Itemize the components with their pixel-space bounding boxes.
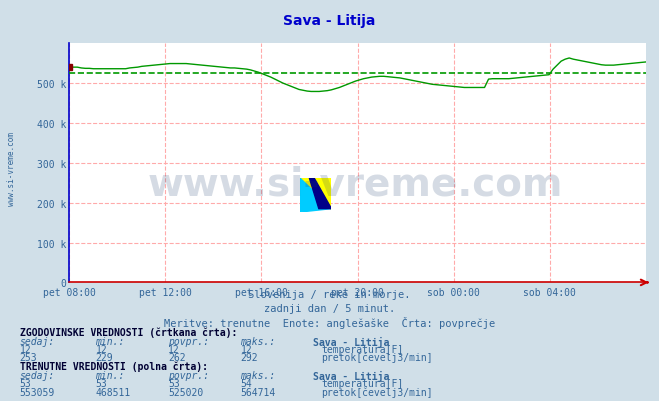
Text: sedaj:: sedaj:	[20, 370, 55, 380]
Text: Slovenija / reke in morje.: Slovenija / reke in morje.	[248, 290, 411, 300]
Text: 12: 12	[241, 344, 252, 354]
Text: temperatura[F]: temperatura[F]	[321, 378, 403, 388]
Text: min.:: min.:	[96, 336, 125, 346]
Text: povpr.:: povpr.:	[168, 370, 209, 380]
Text: Sava - Litija: Sava - Litija	[283, 14, 376, 28]
Text: ZGODOVINSKE VREDNOSTI (črtkana črta):: ZGODOVINSKE VREDNOSTI (črtkana črta):	[20, 327, 237, 337]
Polygon shape	[309, 178, 331, 209]
Text: www.si-vreme.com: www.si-vreme.com	[7, 132, 16, 205]
Text: 229: 229	[96, 352, 113, 362]
Polygon shape	[300, 178, 331, 213]
Text: povpr.:: povpr.:	[168, 336, 209, 346]
Text: 262: 262	[168, 352, 186, 362]
Text: 292: 292	[241, 352, 258, 362]
Text: 553059: 553059	[20, 387, 55, 397]
Text: maks.:: maks.:	[241, 370, 275, 380]
Text: pretok[čevelj3/min]: pretok[čevelj3/min]	[321, 352, 432, 363]
Text: Sava - Litija: Sava - Litija	[313, 336, 389, 347]
Text: 12: 12	[20, 344, 32, 354]
Text: 525020: 525020	[168, 387, 203, 397]
Text: 53: 53	[20, 378, 32, 388]
Text: Sava - Litija: Sava - Litija	[313, 370, 389, 381]
Text: pretok[čevelj3/min]: pretok[čevelj3/min]	[321, 387, 432, 397]
Text: temperatura[F]: temperatura[F]	[321, 344, 403, 354]
Text: sedaj:: sedaj:	[20, 336, 55, 346]
Text: 12: 12	[96, 344, 107, 354]
Text: min.:: min.:	[96, 370, 125, 380]
Text: Meritve: trenutne  Enote: anglešaške  Črta: povprečje: Meritve: trenutne Enote: anglešaške Črta…	[164, 316, 495, 328]
Text: 253: 253	[20, 352, 38, 362]
Text: 12: 12	[168, 344, 180, 354]
Text: 564714: 564714	[241, 387, 275, 397]
Text: 54: 54	[241, 378, 252, 388]
Polygon shape	[300, 178, 331, 209]
Text: zadnji dan / 5 minut.: zadnji dan / 5 minut.	[264, 303, 395, 313]
Text: www.si-vreme.com: www.si-vreme.com	[148, 166, 563, 203]
Text: 53: 53	[96, 378, 107, 388]
Text: 468511: 468511	[96, 387, 130, 397]
Text: TRENUTNE VREDNOSTI (polna črta):: TRENUTNE VREDNOSTI (polna črta):	[20, 361, 208, 371]
Text: 53: 53	[168, 378, 180, 388]
Text: maks.:: maks.:	[241, 336, 275, 346]
